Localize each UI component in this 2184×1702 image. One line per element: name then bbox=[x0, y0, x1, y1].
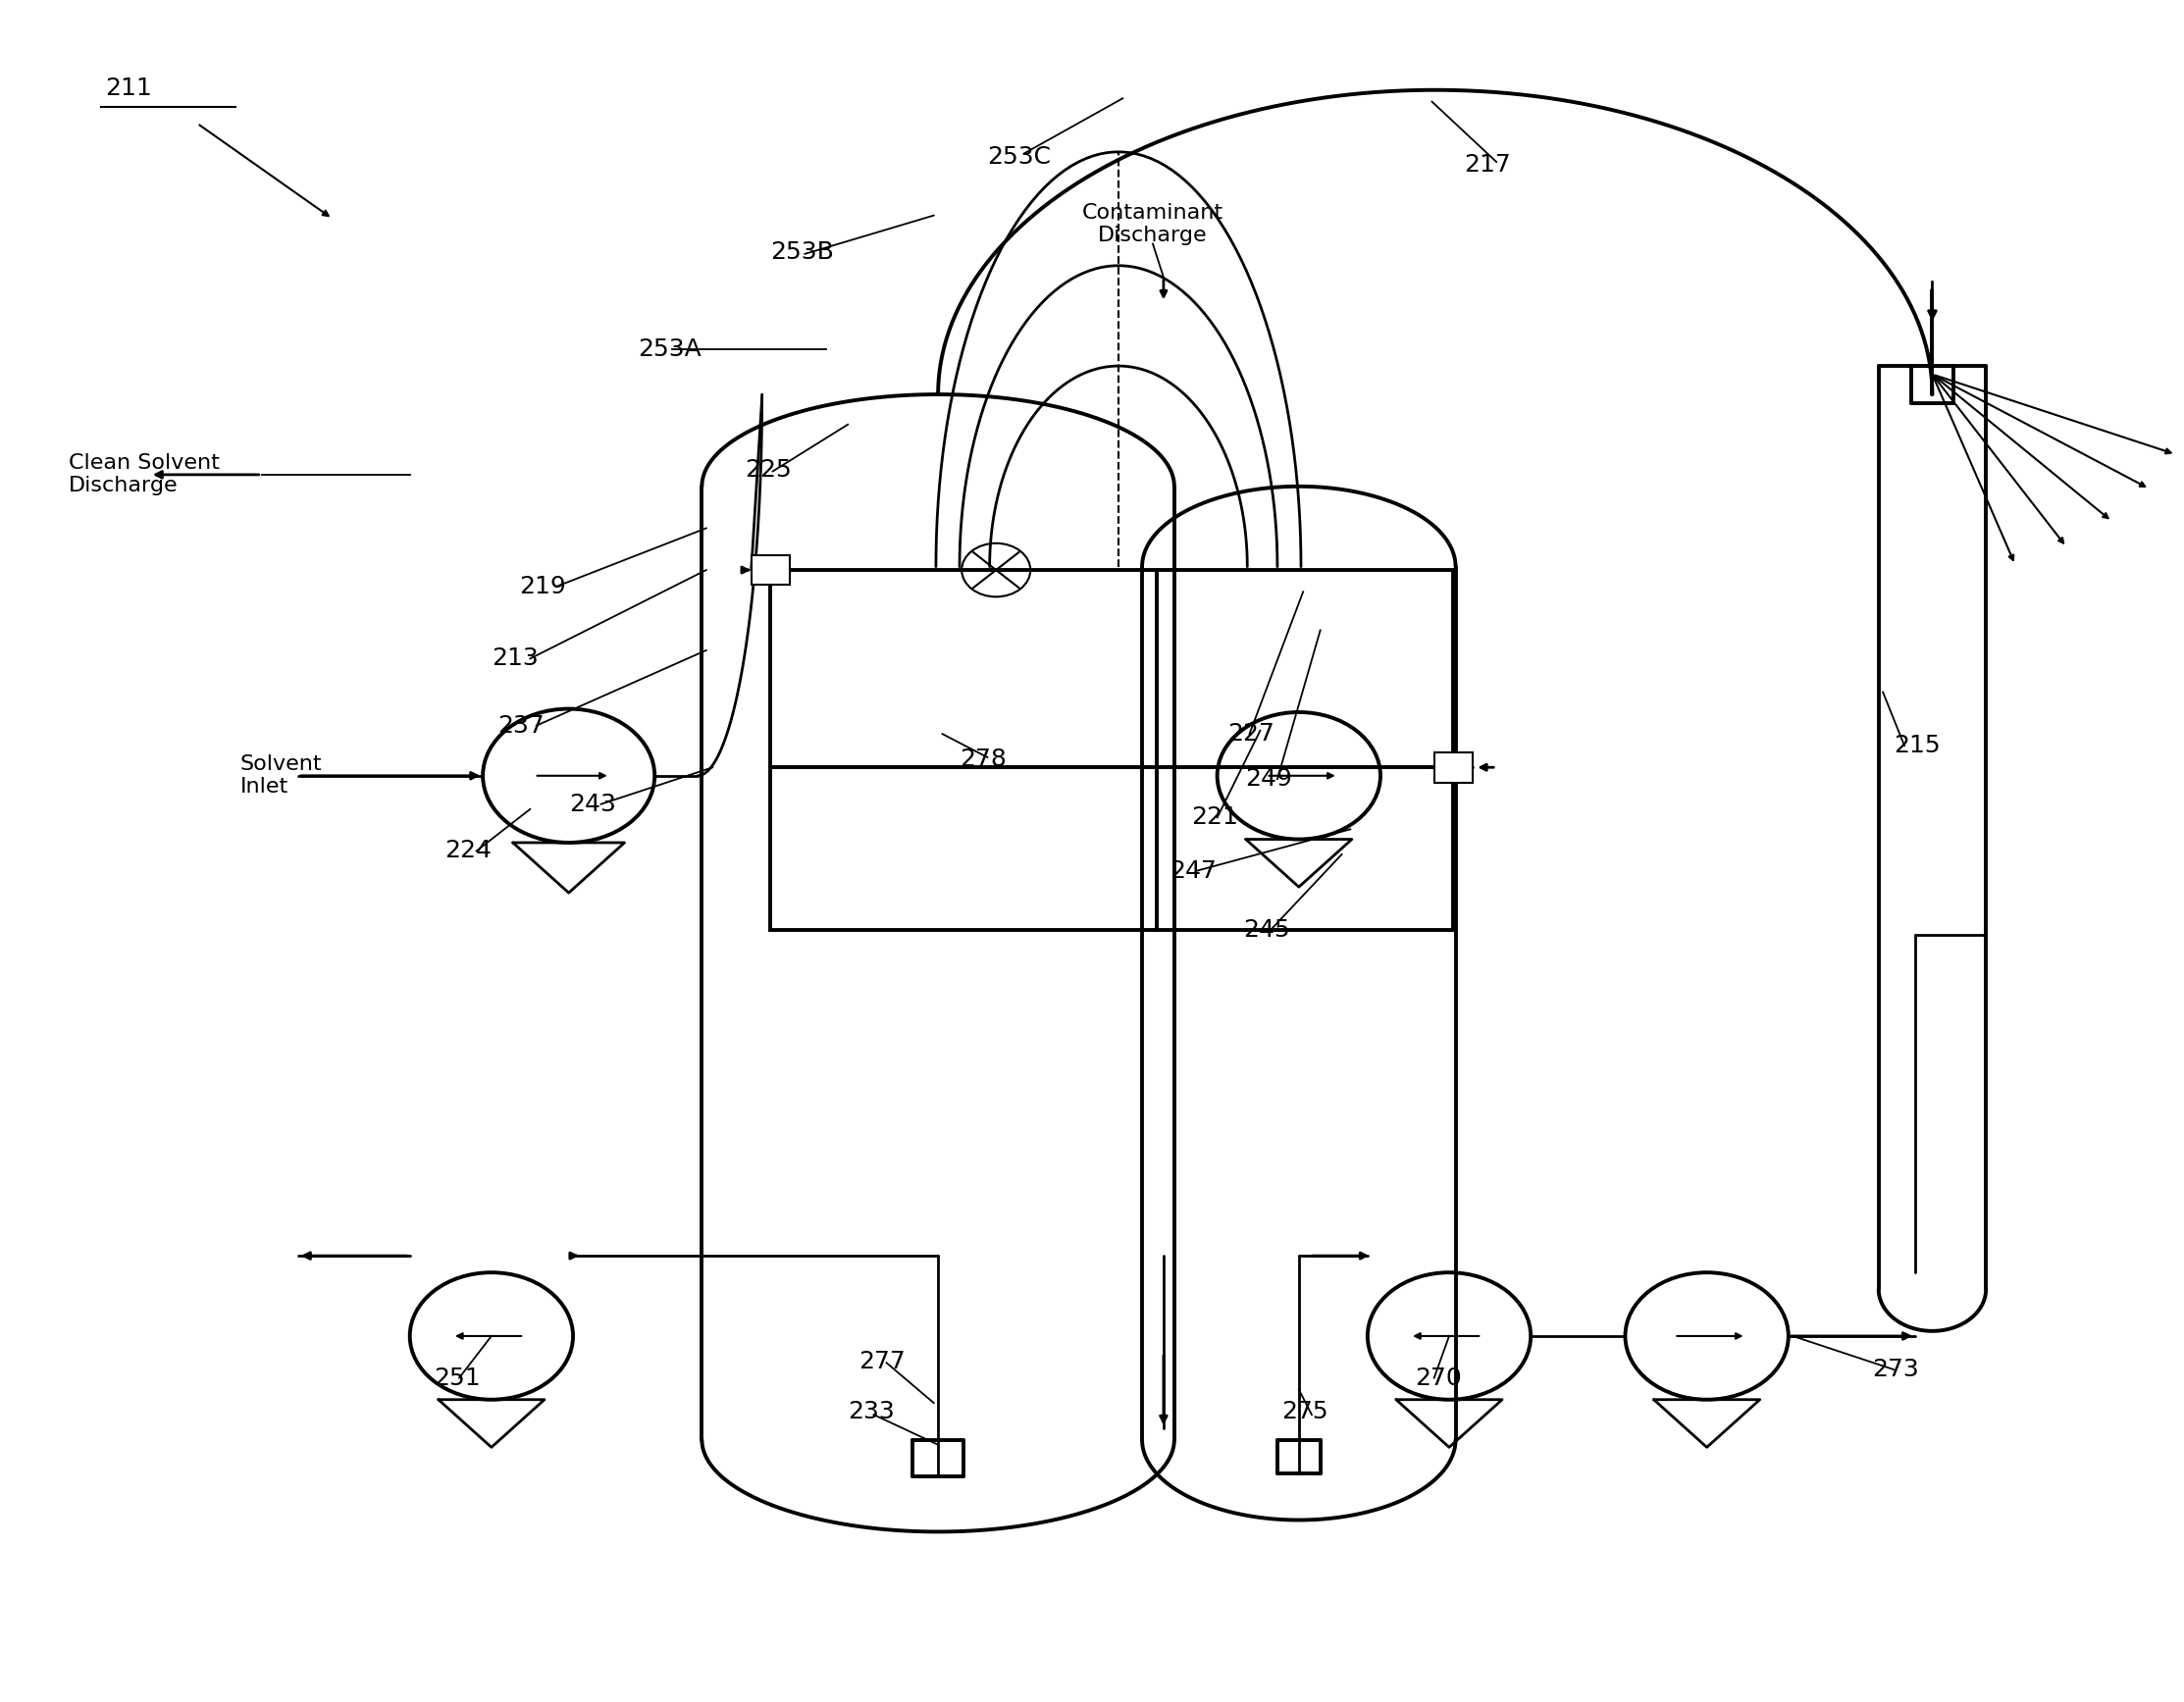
Text: 277: 277 bbox=[858, 1350, 906, 1374]
Text: 213: 213 bbox=[491, 647, 537, 671]
Text: 245: 245 bbox=[1243, 917, 1291, 941]
Text: 237: 237 bbox=[498, 713, 544, 737]
Text: Contaminant
Discharge: Contaminant Discharge bbox=[1081, 203, 1223, 245]
Text: 253A: 253A bbox=[638, 337, 701, 361]
Text: 217: 217 bbox=[1463, 153, 1511, 177]
Text: Solvent
Inlet: Solvent Inlet bbox=[240, 754, 323, 797]
Text: 270: 270 bbox=[1415, 1367, 1461, 1389]
Text: 249: 249 bbox=[1245, 768, 1293, 791]
Text: 273: 273 bbox=[1872, 1358, 1920, 1382]
Text: 253B: 253B bbox=[771, 240, 834, 264]
Text: 221: 221 bbox=[1192, 805, 1238, 829]
Text: 278: 278 bbox=[959, 747, 1007, 771]
Bar bbox=[751, 555, 791, 585]
Bar bbox=[1435, 752, 1472, 783]
Text: 233: 233 bbox=[847, 1399, 895, 1423]
Text: 215: 215 bbox=[1894, 734, 1939, 757]
Text: 219: 219 bbox=[520, 575, 566, 599]
Text: 211: 211 bbox=[105, 77, 151, 100]
Text: 253C: 253C bbox=[987, 145, 1051, 168]
Text: 251: 251 bbox=[432, 1367, 480, 1389]
Bar bbox=[1158, 570, 1452, 929]
Text: 227: 227 bbox=[1227, 722, 1275, 745]
Text: 275: 275 bbox=[1282, 1399, 1328, 1423]
Bar bbox=[771, 570, 1158, 929]
Text: 224: 224 bbox=[443, 839, 491, 863]
Text: 247: 247 bbox=[1171, 860, 1216, 883]
Text: Clean Solvent
Discharge: Clean Solvent Discharge bbox=[68, 453, 218, 495]
Text: 225: 225 bbox=[745, 458, 791, 482]
Text: 243: 243 bbox=[568, 793, 616, 815]
